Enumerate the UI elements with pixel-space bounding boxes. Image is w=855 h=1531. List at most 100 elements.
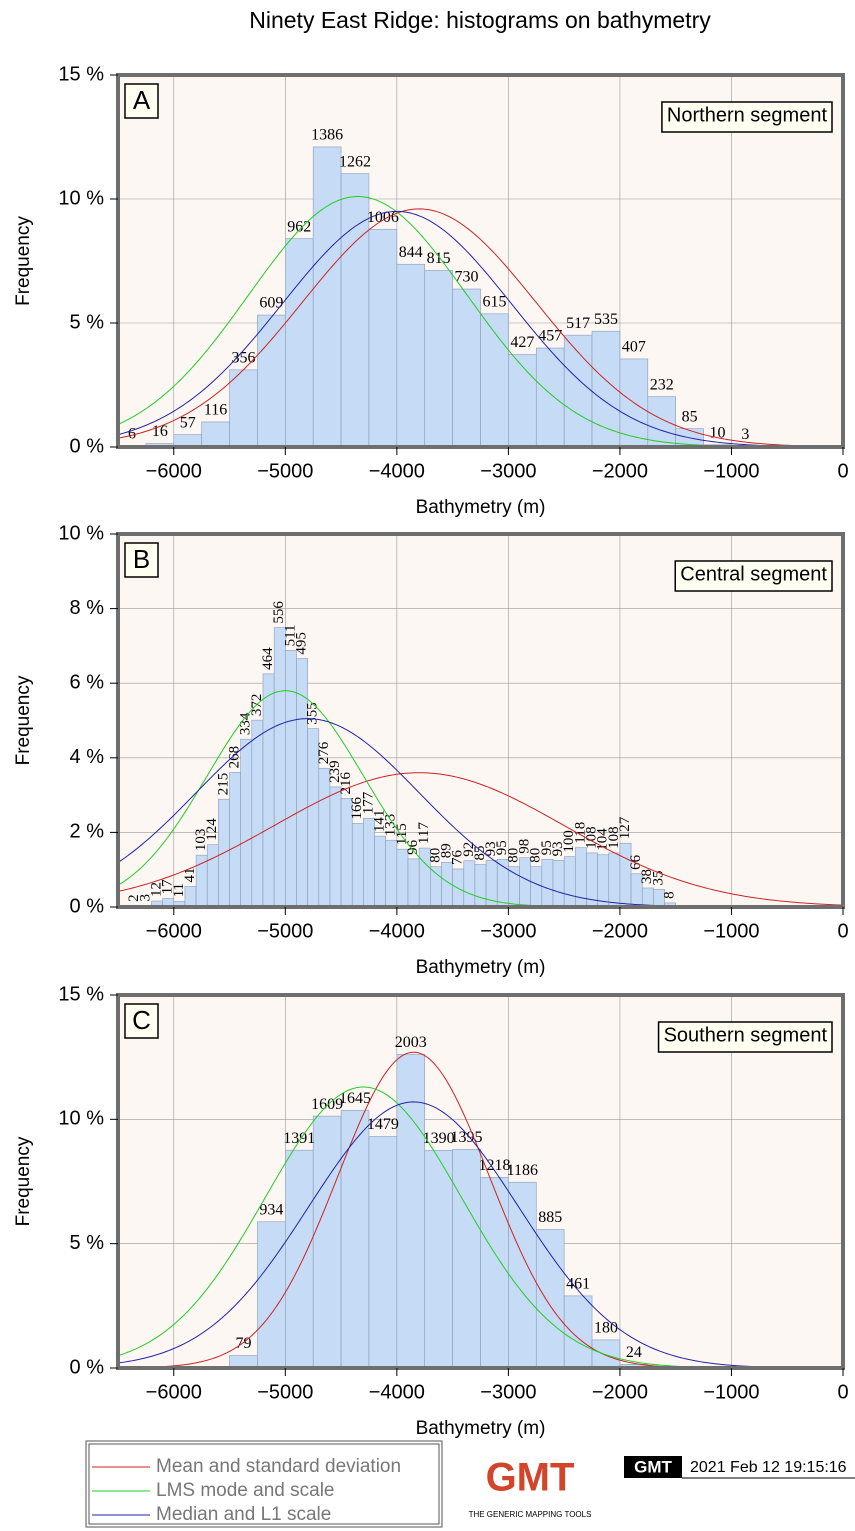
x-tick-label: −4000 xyxy=(369,920,425,942)
count-label: 85 xyxy=(682,408,698,425)
y-axis-label: Frequency xyxy=(13,1136,34,1226)
count-label: 885 xyxy=(538,1209,562,1226)
bar xyxy=(229,369,258,448)
count-label: 934 xyxy=(259,1201,283,1218)
count-label: 427 xyxy=(510,334,534,351)
bar xyxy=(396,263,426,448)
segment-name: Central segment xyxy=(680,563,827,585)
x-tick-label: 0 xyxy=(837,460,848,482)
count-label: 41 xyxy=(182,867,198,882)
bar xyxy=(396,1054,426,1369)
bar xyxy=(508,354,537,448)
plot-frame xyxy=(116,532,845,909)
bar xyxy=(474,864,487,908)
x-tick-label: 0 xyxy=(837,920,848,942)
count-label: 1186 xyxy=(507,1162,538,1179)
panel-label: B xyxy=(133,544,150,574)
count-label: 239 xyxy=(327,760,343,783)
y-tick-label: 6 % xyxy=(70,671,105,693)
figure-title: Ninety East Ridge: histograms on bathyme… xyxy=(249,7,711,33)
x-axis-label: Bathymetry (m) xyxy=(416,1418,546,1439)
count-label: 11 xyxy=(171,883,187,897)
count-label: 12 xyxy=(148,882,164,897)
count-label: 1479 xyxy=(367,1116,399,1133)
count-label: 844 xyxy=(399,244,423,261)
legend-frame-inner xyxy=(88,1443,440,1525)
plot-frame xyxy=(116,73,845,449)
bar xyxy=(407,858,420,908)
count-label: 166 xyxy=(349,796,365,819)
count-label: 180 xyxy=(594,1320,618,1337)
count-label: 495 xyxy=(293,632,309,655)
bar xyxy=(312,146,342,448)
bar xyxy=(368,1136,398,1369)
bar xyxy=(396,848,409,908)
bar xyxy=(257,314,286,448)
bar xyxy=(530,866,543,908)
y-tick-label: 0 % xyxy=(70,1356,105,1378)
x-tick-label: −3000 xyxy=(480,1381,536,1403)
bar xyxy=(552,860,565,908)
x-axis-label: Bathymetry (m) xyxy=(416,497,546,518)
count-label: 124 xyxy=(204,818,220,841)
count-label: 464 xyxy=(260,647,276,670)
bar xyxy=(368,228,398,448)
x-tick-label: −3000 xyxy=(480,920,536,942)
segment-box xyxy=(661,101,833,133)
count-label: 177 xyxy=(360,791,376,814)
bar xyxy=(452,1149,481,1369)
x-tick-label: −6000 xyxy=(146,460,202,482)
count-label: 1262 xyxy=(339,153,371,170)
count-label: 95 xyxy=(494,840,510,855)
count-label: 556 xyxy=(271,601,287,624)
y-tick-label: 8 % xyxy=(70,597,105,619)
y-tick-label: 0 % xyxy=(70,435,105,457)
bar xyxy=(480,1176,509,1369)
y-axis-label: Frequency xyxy=(13,675,34,765)
timestamp: 2021 Feb 12 19:15:16 xyxy=(690,1459,847,1476)
count-label: 57 xyxy=(180,414,196,431)
count-label: 2 xyxy=(126,894,142,902)
count-label: 232 xyxy=(650,376,674,393)
legend-frame xyxy=(85,1440,443,1528)
count-label: 89 xyxy=(438,843,454,858)
x-tick-label: −6000 xyxy=(146,920,202,942)
count-label: 17 xyxy=(160,879,176,895)
bar xyxy=(251,719,264,908)
y-tick-label: 0 % xyxy=(70,895,105,917)
bar xyxy=(385,839,398,908)
bar xyxy=(285,650,297,908)
bar xyxy=(201,421,230,448)
x-tick-label: −1000 xyxy=(703,920,759,942)
count-label: 98 xyxy=(517,839,533,854)
count-label: 80 xyxy=(505,848,521,863)
bar xyxy=(463,860,476,908)
count-label: 95 xyxy=(539,840,555,855)
bar xyxy=(351,823,364,908)
segment-box xyxy=(657,1021,833,1053)
fit-curve xyxy=(117,772,844,906)
bar xyxy=(541,858,554,908)
bar xyxy=(329,786,342,908)
bar xyxy=(591,1339,621,1369)
bar xyxy=(480,313,509,448)
y-tick-label: 5 % xyxy=(70,1232,105,1254)
count-label: 118 xyxy=(572,822,588,844)
bar xyxy=(424,270,453,448)
y-tick-label: 15 % xyxy=(58,63,104,85)
x-tick-label: −5000 xyxy=(257,460,313,482)
y-tick-label: 10 % xyxy=(58,187,104,209)
bar xyxy=(641,887,654,908)
y-axis-label: Frequency xyxy=(13,216,34,306)
x-tick-label: −5000 xyxy=(257,1381,313,1403)
count-label: 93 xyxy=(483,841,499,856)
x-tick-label: −1000 xyxy=(703,1381,759,1403)
count-label: 615 xyxy=(482,293,506,310)
count-label: 85 xyxy=(472,845,488,860)
bar xyxy=(597,854,610,908)
count-label: 276 xyxy=(316,741,332,764)
count-label: 38 xyxy=(639,869,655,884)
x-tick-label: −2000 xyxy=(592,1381,648,1403)
count-label: 80 xyxy=(528,848,544,863)
count-label: 8 xyxy=(662,891,678,899)
